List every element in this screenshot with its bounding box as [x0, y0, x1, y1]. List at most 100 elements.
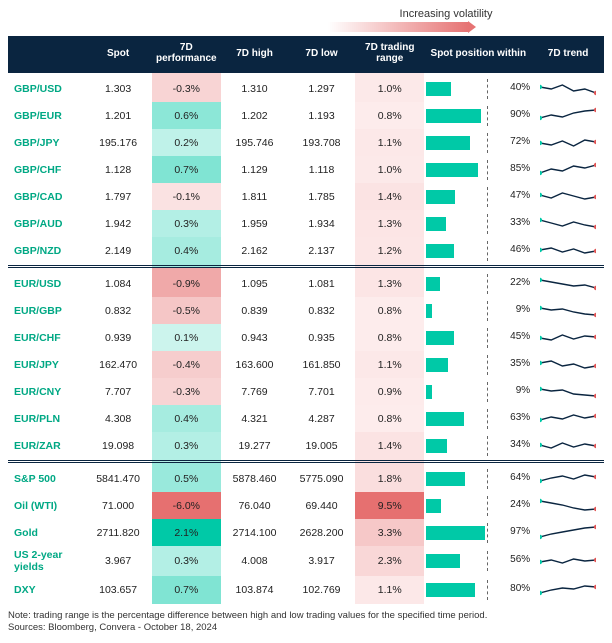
- position-cell: 72%: [424, 129, 532, 156]
- trend-cell: [532, 210, 604, 237]
- trend-cell: [532, 237, 604, 267]
- range-cell: 1.0%: [355, 72, 424, 103]
- table-row: GBP/NZD2.1490.4%2.1622.1371.2% 46%: [8, 237, 604, 267]
- range-cell: 1.1%: [355, 129, 424, 156]
- table-row: GBP/JPY195.1760.2%195.746193.7081.1% 72%: [8, 129, 604, 156]
- low-value: 193.708: [288, 129, 355, 156]
- instrument-name: Oil (WTI): [8, 492, 85, 519]
- low-value: 0.832: [288, 297, 355, 324]
- instrument-name: EUR/CHF: [8, 324, 85, 351]
- high-value: 2714.100: [221, 519, 288, 546]
- range-cell: 3.3%: [355, 519, 424, 546]
- col-header: 7D trend: [532, 36, 604, 72]
- table-row: EUR/CHF0.9390.1%0.9430.9350.8% 45%: [8, 324, 604, 351]
- low-value: 0.935: [288, 324, 355, 351]
- col-header: 7D performance: [152, 36, 221, 72]
- low-value: 19.005: [288, 432, 355, 462]
- footnote: Note: trading range is the percentage di…: [8, 610, 604, 635]
- table-row: EUR/USD1.084-0.9%1.0951.0811.3% 22%: [8, 267, 604, 298]
- spot-value: 103.657: [85, 576, 152, 604]
- perf-cell: -0.1%: [152, 183, 221, 210]
- high-value: 76.040: [221, 492, 288, 519]
- col-header: 7D trading range: [355, 36, 424, 72]
- col-header: Spot position within: [424, 36, 532, 72]
- position-cell: 9%: [424, 297, 532, 324]
- position-cell: 97%: [424, 519, 532, 546]
- spot-value: 195.176: [85, 129, 152, 156]
- spot-value: 1.128: [85, 156, 152, 183]
- spot-value: 2711.820: [85, 519, 152, 546]
- footnote-line1: Note: trading range is the percentage di…: [8, 610, 604, 622]
- high-value: 19.277: [221, 432, 288, 462]
- position-cell: 45%: [424, 324, 532, 351]
- position-cell: 24%: [424, 492, 532, 519]
- footnote-line2: Sources: Bloomberg, Convera - October 18…: [8, 622, 604, 634]
- range-cell: 1.4%: [355, 183, 424, 210]
- instrument-name: GBP/USD: [8, 72, 85, 103]
- perf-cell: 2.1%: [152, 519, 221, 546]
- instrument-name: EUR/CNY: [8, 378, 85, 405]
- trend-cell: [532, 267, 604, 298]
- trend-cell: [532, 519, 604, 546]
- table-header: Spot7D performance7D high7D low7D tradin…: [8, 36, 604, 72]
- position-cell: 85%: [424, 156, 532, 183]
- range-cell: 1.3%: [355, 210, 424, 237]
- range-cell: 1.4%: [355, 432, 424, 462]
- instrument-name: GBP/AUD: [8, 210, 85, 237]
- table-row: EUR/PLN4.3080.4%4.3214.2870.8% 63%: [8, 405, 604, 432]
- low-value: 1.081: [288, 267, 355, 298]
- range-cell: 1.1%: [355, 576, 424, 604]
- instrument-name: EUR/JPY: [8, 351, 85, 378]
- trend-cell: [532, 102, 604, 129]
- perf-cell: 0.7%: [152, 156, 221, 183]
- low-value: 7.701: [288, 378, 355, 405]
- trend-cell: [532, 183, 604, 210]
- instrument-name: GBP/JPY: [8, 129, 85, 156]
- volatility-gradient: [328, 22, 468, 32]
- position-cell: 35%: [424, 351, 532, 378]
- position-cell: 33%: [424, 210, 532, 237]
- position-cell: 80%: [424, 576, 532, 604]
- position-cell: 90%: [424, 102, 532, 129]
- position-cell: 9%: [424, 378, 532, 405]
- table-row: EUR/JPY162.470-0.4%163.600161.8501.1% 35…: [8, 351, 604, 378]
- spot-value: 2.149: [85, 237, 152, 267]
- trend-cell: [532, 72, 604, 103]
- trend-cell: [532, 129, 604, 156]
- trend-cell: [532, 378, 604, 405]
- perf-cell: 0.3%: [152, 432, 221, 462]
- low-value: 1.193: [288, 102, 355, 129]
- high-value: 0.943: [221, 324, 288, 351]
- position-cell: 40%: [424, 72, 532, 103]
- table-row: EUR/GBP0.832-0.5%0.8390.8320.8% 9%: [8, 297, 604, 324]
- position-cell: 63%: [424, 405, 532, 432]
- trend-cell: [532, 297, 604, 324]
- instrument-name: GBP/EUR: [8, 102, 85, 129]
- instrument-name: GBP/NZD: [8, 237, 85, 267]
- table-row: Gold2711.8202.1%2714.1002628.2003.3% 97%: [8, 519, 604, 546]
- spot-value: 1.084: [85, 267, 152, 298]
- perf-cell: -0.4%: [152, 351, 221, 378]
- range-cell: 1.8%: [355, 462, 424, 493]
- high-value: 1.095: [221, 267, 288, 298]
- low-value: 69.440: [288, 492, 355, 519]
- perf-cell: 0.2%: [152, 129, 221, 156]
- position-cell: 34%: [424, 432, 532, 462]
- perf-cell: -6.0%: [152, 492, 221, 519]
- range-cell: 1.2%: [355, 237, 424, 267]
- high-value: 1.202: [221, 102, 288, 129]
- low-value: 5775.090: [288, 462, 355, 493]
- volatility-label: Increasing volatility: [288, 8, 604, 20]
- table-row: GBP/CHF1.1280.7%1.1291.1181.0% 85%: [8, 156, 604, 183]
- position-cell: 64%: [424, 462, 532, 493]
- high-value: 5878.460: [221, 462, 288, 493]
- perf-cell: 0.1%: [152, 324, 221, 351]
- perf-cell: -0.3%: [152, 378, 221, 405]
- table-row: EUR/CNY7.707-0.3%7.7697.7010.9% 9%: [8, 378, 604, 405]
- low-value: 2628.200: [288, 519, 355, 546]
- table-row: S&P 5005841.4700.5%5878.4605775.0901.8% …: [8, 462, 604, 493]
- spot-value: 4.308: [85, 405, 152, 432]
- trend-cell: [532, 432, 604, 462]
- perf-cell: 0.4%: [152, 237, 221, 267]
- instrument-name: DXY: [8, 576, 85, 604]
